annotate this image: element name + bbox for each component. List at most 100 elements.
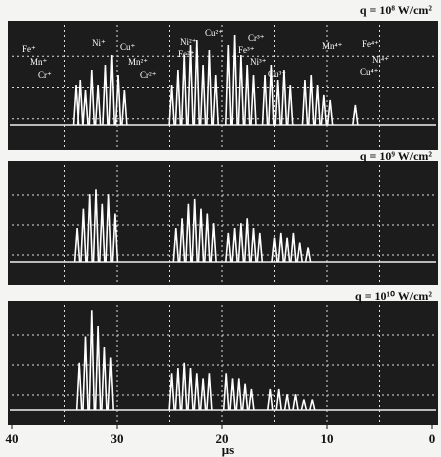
panel-title: q = 10⁸ W/cm² bbox=[360, 3, 433, 17]
peak bbox=[102, 64, 109, 126]
peak bbox=[199, 378, 207, 411]
peak bbox=[172, 227, 180, 263]
panel-title: q = 10⁹ W/cm² bbox=[360, 149, 433, 163]
ion-label: Ni⁴⁺ bbox=[372, 55, 389, 65]
peak bbox=[206, 49, 213, 126]
ion-label: Cu⁴⁺ bbox=[360, 67, 379, 77]
peak bbox=[108, 54, 116, 126]
panel-background bbox=[8, 301, 438, 425]
peak bbox=[320, 94, 328, 126]
panel-title: q = 10¹⁰ W/cm² bbox=[355, 289, 432, 303]
x-tick-label: 0 bbox=[429, 431, 436, 446]
peak bbox=[250, 227, 257, 263]
peak bbox=[235, 378, 243, 411]
peak bbox=[101, 346, 108, 411]
peak bbox=[292, 394, 299, 411]
peak bbox=[86, 194, 93, 263]
peak bbox=[94, 84, 102, 126]
peak bbox=[300, 399, 308, 411]
peak bbox=[241, 383, 249, 411]
peak bbox=[76, 79, 84, 126]
ion-label: Mn²⁺ bbox=[128, 57, 148, 67]
peak bbox=[261, 74, 269, 126]
peak bbox=[193, 373, 201, 411]
peak bbox=[210, 223, 217, 263]
peak bbox=[187, 44, 194, 126]
peak bbox=[352, 104, 359, 126]
ion-label: Ni²⁺ bbox=[180, 37, 197, 47]
peak bbox=[229, 378, 236, 411]
peak bbox=[197, 208, 205, 263]
peak bbox=[248, 388, 255, 411]
peak bbox=[243, 218, 251, 263]
x-tick-label: 20 bbox=[216, 431, 229, 446]
peak bbox=[206, 373, 213, 411]
peak bbox=[237, 54, 245, 126]
peak bbox=[309, 399, 316, 411]
peak bbox=[286, 84, 294, 126]
ion-label: Mn⁴⁺ bbox=[322, 41, 343, 51]
ion-label: Cu²⁺ bbox=[205, 28, 223, 38]
ion-label: Fe³⁺ bbox=[238, 45, 255, 55]
peak bbox=[274, 79, 281, 126]
peak bbox=[237, 223, 245, 263]
ion-label: Mn⁺ bbox=[30, 57, 48, 67]
peak bbox=[178, 218, 186, 263]
peak bbox=[290, 232, 297, 263]
peak bbox=[275, 388, 282, 411]
ion-label: Cu⁺ bbox=[120, 42, 136, 52]
peak bbox=[82, 336, 89, 411]
peak bbox=[277, 232, 285, 263]
peak bbox=[185, 203, 192, 263]
peak bbox=[187, 367, 194, 411]
ion-label: Cu³⁺ bbox=[268, 69, 286, 79]
peak bbox=[271, 237, 278, 263]
x-tick-label: 40 bbox=[6, 431, 19, 446]
x-tick-label: 30 bbox=[111, 431, 124, 446]
peak bbox=[268, 64, 275, 126]
peak bbox=[283, 394, 291, 411]
peak bbox=[191, 198, 198, 263]
peak bbox=[304, 247, 312, 263]
x-tick-label: 10 bbox=[321, 431, 334, 446]
ion-label: Fe²⁺ bbox=[178, 49, 195, 59]
peak bbox=[99, 203, 106, 263]
peak bbox=[231, 34, 238, 126]
peak bbox=[256, 232, 264, 263]
peak bbox=[180, 54, 188, 126]
peak bbox=[231, 227, 238, 263]
peak bbox=[111, 213, 119, 263]
ion-label: Ni⁺ bbox=[92, 38, 106, 48]
ion-label: Fe⁴⁺ bbox=[362, 39, 379, 49]
peak bbox=[314, 84, 321, 126]
peak bbox=[243, 64, 251, 126]
peak bbox=[326, 99, 334, 126]
peak bbox=[168, 84, 175, 126]
peak bbox=[75, 362, 83, 411]
ion-label: Fe⁺ bbox=[22, 44, 36, 54]
ion-label: Cr²⁺ bbox=[140, 70, 157, 80]
peak bbox=[199, 64, 207, 126]
peak bbox=[88, 69, 96, 126]
panel-background bbox=[8, 161, 438, 285]
peak bbox=[283, 237, 291, 263]
peak bbox=[121, 89, 128, 126]
peak bbox=[94, 325, 102, 411]
x-axis-label: μs bbox=[222, 442, 234, 457]
peak bbox=[168, 373, 175, 411]
peak bbox=[92, 189, 100, 263]
peak bbox=[73, 227, 81, 263]
peak bbox=[180, 362, 188, 411]
peak bbox=[222, 373, 230, 411]
peak bbox=[296, 242, 303, 263]
ion-label: Cr⁺ bbox=[38, 70, 52, 80]
peak bbox=[267, 388, 274, 411]
peak bbox=[114, 74, 122, 126]
peak bbox=[280, 69, 288, 126]
peak bbox=[174, 367, 182, 411]
peak bbox=[301, 79, 309, 126]
peak bbox=[307, 74, 315, 126]
ion-label: Ni³⁺ bbox=[250, 57, 267, 67]
